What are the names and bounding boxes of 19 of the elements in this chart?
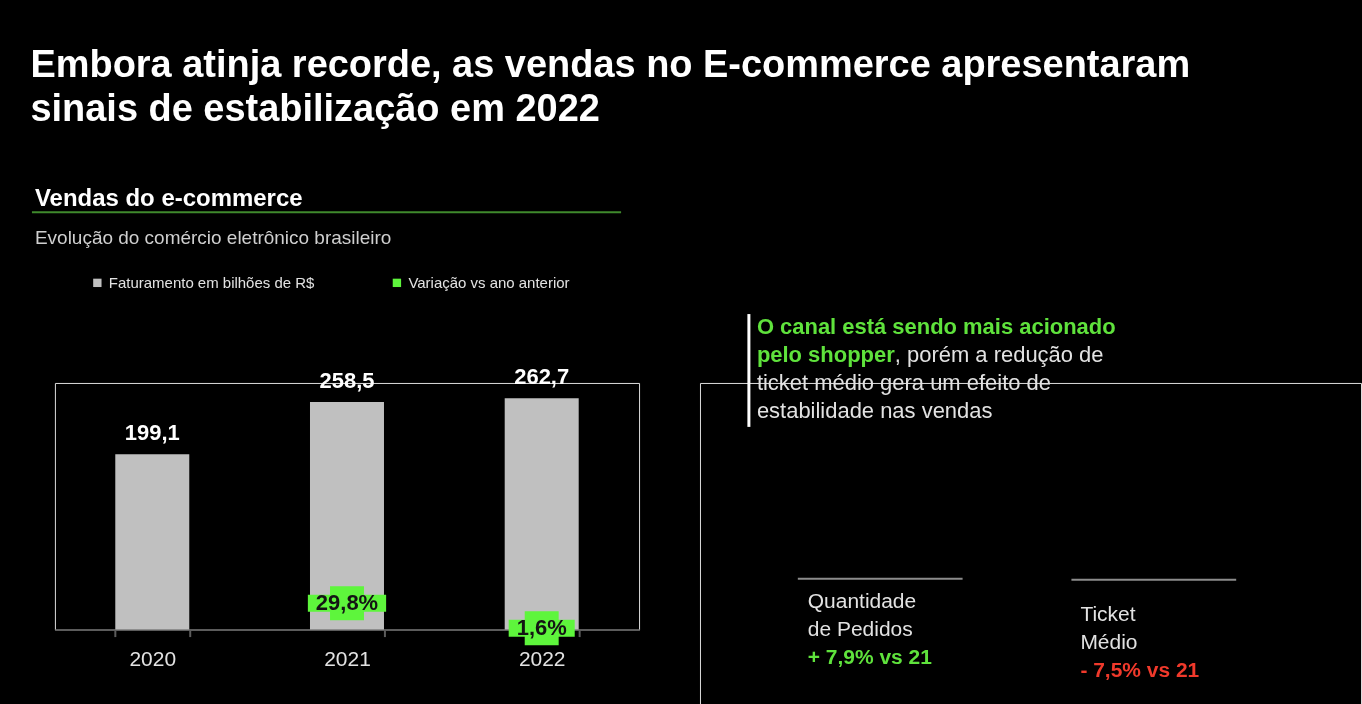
text: Evolução do comércio eletrônico brasileiro — [34, 227, 392, 249]
text: - 7,5% vs 21 — [1080, 657, 1200, 681]
text: Ticket Médio — [1080, 601, 1138, 653]
chart-title: Embora atinja recorde, as vendas no E-commerce apresentaram sinais de estabilização em 2022 — [30, 42, 1191, 129]
text: Quantidade de Pedidos — [807, 588, 917, 640]
data-label: 1,6% — [516, 615, 567, 641]
legend-label: Variação vs ano anterior — [408, 273, 570, 291]
text: O canal está sendo mais acionado — [756, 314, 1116, 340]
text: + 7,9% vs 21 — [807, 644, 933, 668]
x-tick-label: 2020 — [129, 647, 177, 671]
data-label: 199,1 — [124, 420, 180, 446]
data-label: 29,8% — [315, 590, 379, 616]
data-label: 262,7 — [514, 364, 570, 390]
x-tick-label: 2021 — [324, 647, 371, 671]
text: pelo shopper — [756, 341, 896, 367]
text: , porém a redução de — [894, 341, 1104, 367]
legend-label: Faturamento em bilhões de R$ — [108, 273, 316, 291]
x-tick-label: 2022 — [518, 647, 566, 671]
chart-subtitle: Vendas do e-commerce — [34, 184, 303, 212]
